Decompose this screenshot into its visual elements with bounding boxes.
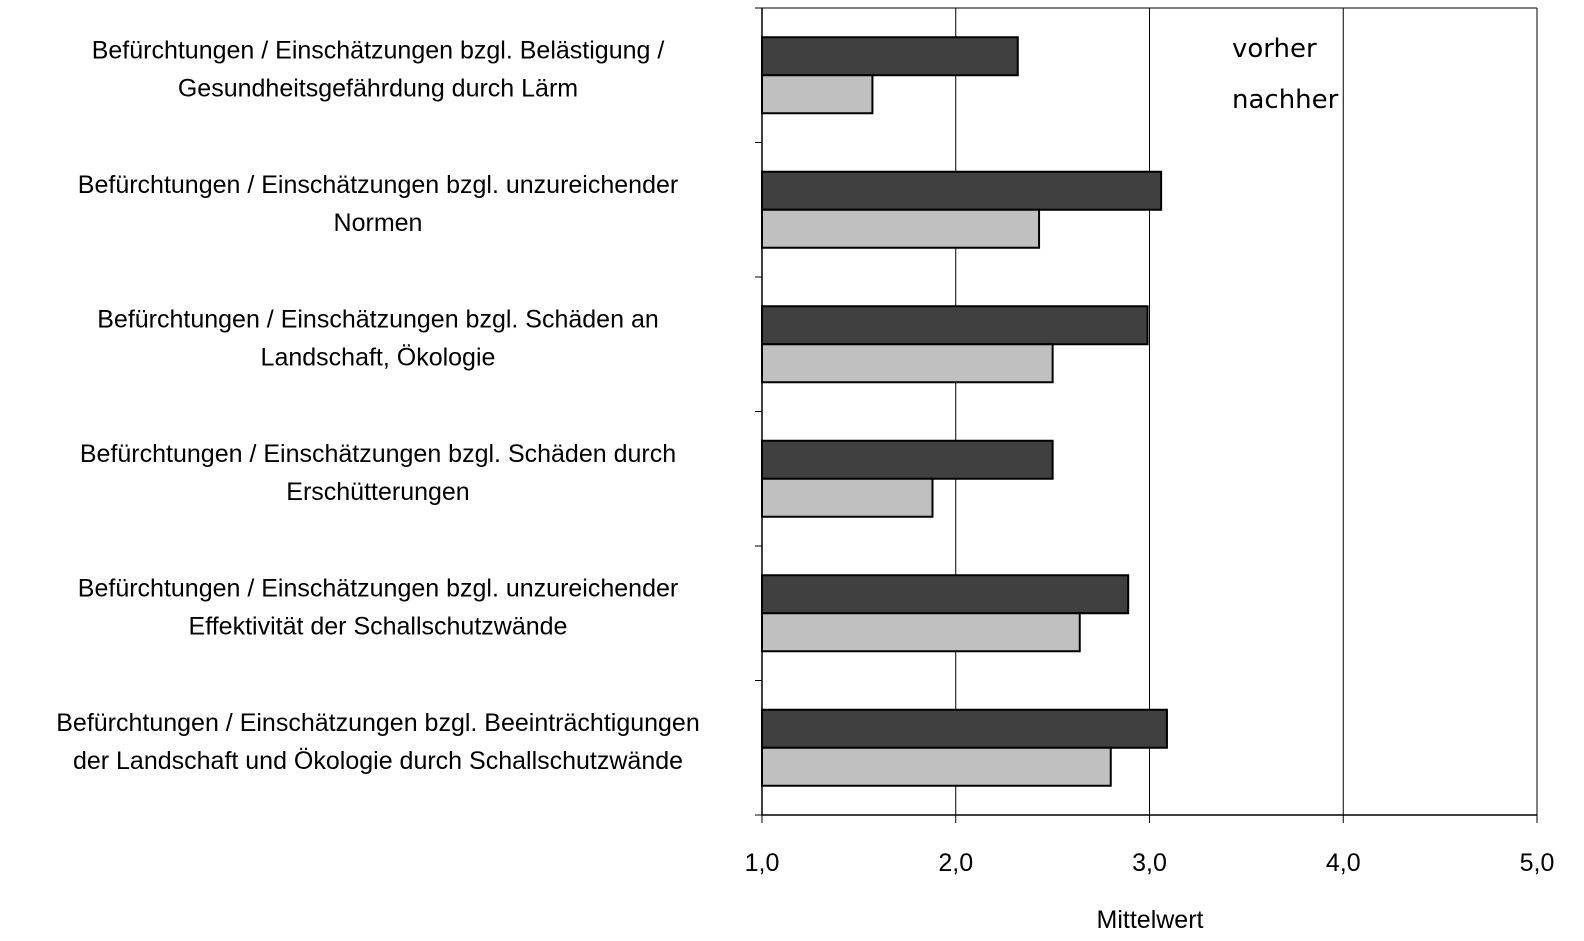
- bar-vorher-2: [761, 170, 1163, 211]
- category-label-5: Befürchtungen / Einschätzungen bzgl. unz…: [78, 574, 678, 640]
- x-tick-label: 1,0: [745, 849, 780, 877]
- bar-vorher-1: [761, 36, 1019, 77]
- bar-nachher-6: [761, 746, 1112, 787]
- x-tick-label: 3,0: [1132, 849, 1167, 877]
- bar-vorher-5: [761, 574, 1130, 615]
- bar-nachher-4: [761, 477, 934, 518]
- category-label-6: Befürchtungen / Einschätzungen bzgl. Bee…: [56, 709, 700, 775]
- bar-nachher-3: [761, 343, 1054, 384]
- legend-entry-vorher: vorher: [1232, 34, 1317, 64]
- x-tick-label: 4,0: [1326, 849, 1361, 877]
- x-axis-title: Mittelwert: [1097, 906, 1204, 934]
- category-label-1: Befürchtungen / Einschätzungen bzgl. Bel…: [92, 36, 665, 102]
- x-tick-label: 5,0: [1520, 849, 1555, 877]
- grid-lines: [762, 7, 1538, 815]
- bar-vorher-6: [761, 708, 1168, 749]
- bar-nachher-2: [761, 208, 1041, 249]
- category-label-4: Befürchtungen / Einschätzungen bzgl. Sch…: [80, 440, 676, 506]
- legend: vorher nachher: [1222, 22, 1342, 122]
- bar-vorher-4: [761, 439, 1054, 480]
- legend-background: [1222, 22, 1342, 122]
- bar-vorher-3: [761, 305, 1149, 346]
- tick-labels: 1,0 2,0 3,0 4,0 5,0: [745, 849, 1555, 877]
- x-tick-label: 2,0: [938, 849, 973, 877]
- bars: [761, 36, 1168, 787]
- bar-nachher-1: [761, 74, 874, 115]
- legend-entry-nachher: nachher: [1232, 85, 1339, 115]
- axes: [755, 7, 1538, 823]
- category-labels: Befürchtungen / Einschätzungen bzgl. Bel…: [56, 36, 700, 775]
- category-label-2: Befürchtungen / Einschätzungen bzgl. unz…: [78, 171, 678, 237]
- bar-nachher-5: [761, 612, 1081, 653]
- category-label-3: Befürchtungen / Einschätzungen bzgl. Sch…: [97, 305, 659, 371]
